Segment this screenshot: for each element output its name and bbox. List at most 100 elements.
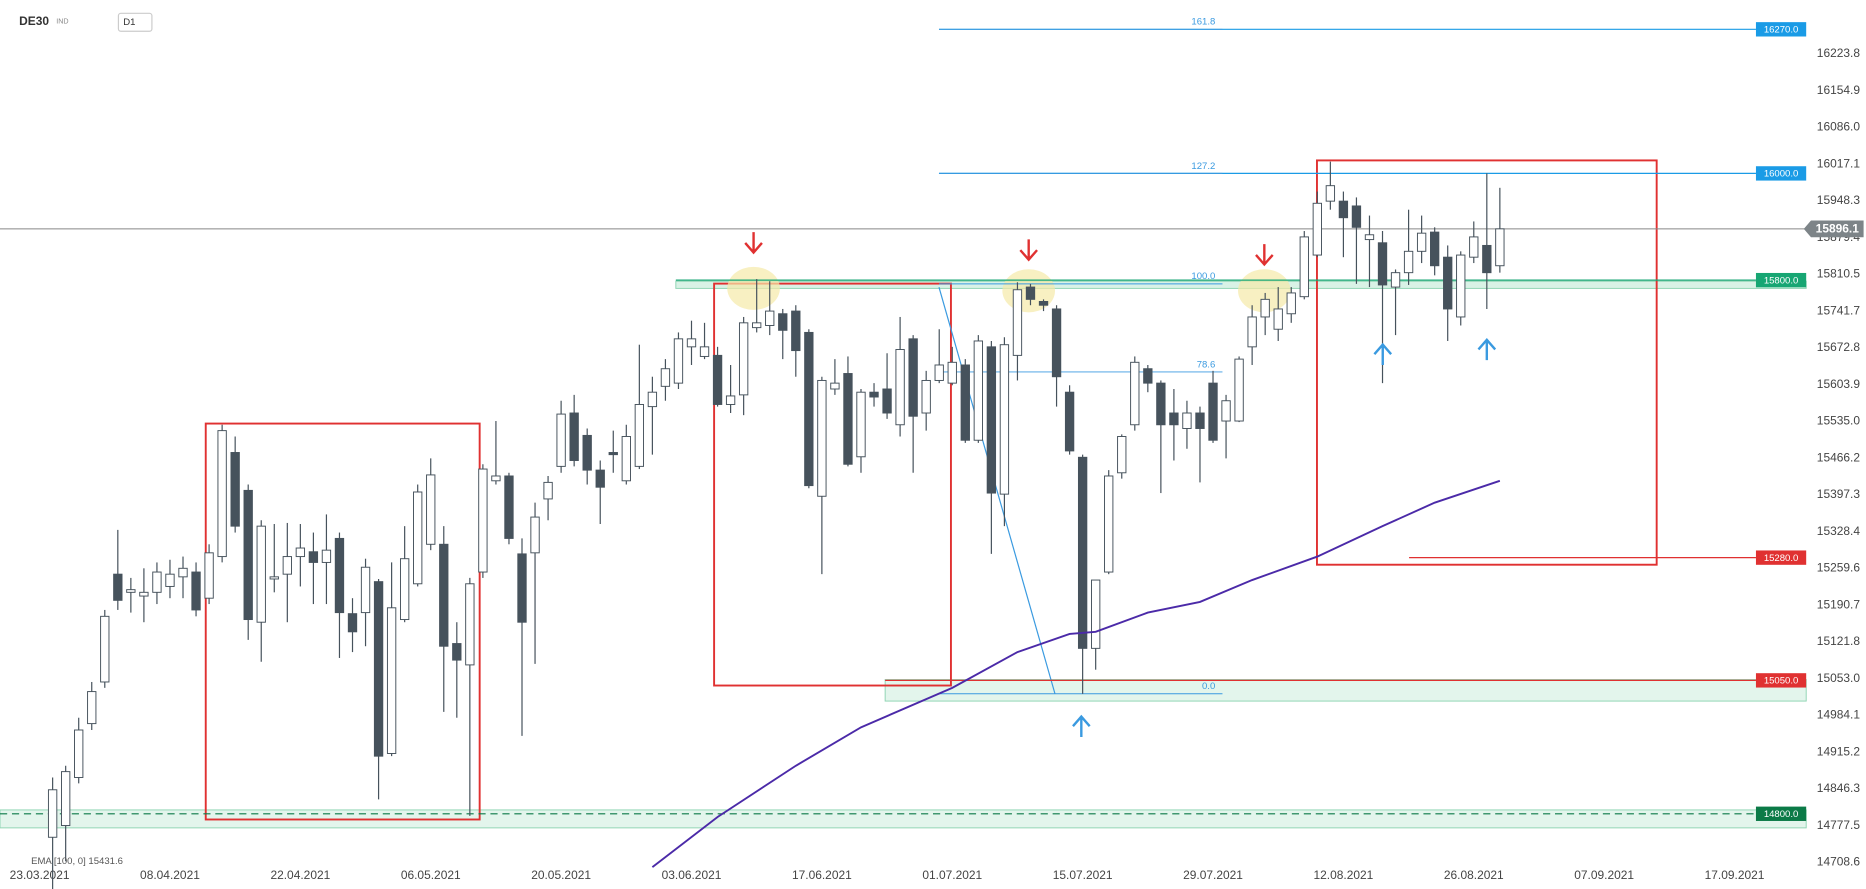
candle-body [139, 591, 149, 597]
fib-label: 78.6 [1197, 359, 1216, 370]
candle-body [1091, 579, 1101, 649]
candle-body [1351, 205, 1362, 228]
y-tick-label: 15810.5 [1817, 267, 1861, 281]
arrow-down [744, 232, 763, 255]
level-label: 16000.0 [1764, 169, 1799, 180]
candle-body [934, 364, 944, 381]
candle-body [217, 430, 227, 558]
last-price-tag [1803, 220, 1864, 238]
level-label: 16270.0 [1764, 24, 1799, 35]
timeframe-select[interactable] [117, 12, 153, 32]
candle-body [386, 607, 397, 754]
y-tick-label: 15466.2 [1817, 450, 1861, 464]
candle-body [152, 571, 162, 593]
candle-body [1025, 286, 1036, 300]
candle-body [1208, 382, 1218, 441]
candle-body [256, 525, 266, 623]
candle-body [178, 567, 188, 578]
candle-body [439, 543, 449, 647]
candle-body [373, 581, 384, 757]
candle-body [569, 412, 579, 461]
candle-body [1130, 361, 1140, 426]
arrow-down [1255, 244, 1274, 267]
candle-body [752, 322, 762, 329]
y-tick-label: 15259.6 [1817, 561, 1861, 575]
candle-body [113, 573, 123, 601]
y-tick-label: 15741.7 [1817, 303, 1861, 317]
candle-body [817, 379, 827, 497]
y-tick-label: 15603.9 [1817, 377, 1861, 391]
candle-body [960, 364, 970, 441]
x-tick-label: 06.05.2021 [401, 868, 461, 882]
y-tick-label: 15121.8 [1817, 634, 1861, 648]
candle-body [165, 573, 175, 587]
y-tick-label: 15397.3 [1817, 487, 1861, 501]
fib-label: 100.0 [1191, 271, 1215, 282]
candle-body [1182, 412, 1192, 429]
candle-body [426, 474, 436, 545]
candle-body [921, 379, 931, 414]
candle-body [582, 434, 592, 471]
y-tick-label: 15053.0 [1817, 671, 1861, 685]
x-tick-label: 22.04.2021 [270, 868, 330, 882]
arrows [744, 232, 1497, 737]
candle-body [1064, 391, 1075, 452]
x-tick-label: 12.08.2021 [1313, 868, 1373, 882]
fib-label: 0.0 [1202, 681, 1215, 692]
candle-body [1495, 228, 1505, 267]
level-label: 15800.0 [1764, 275, 1799, 286]
candle-body [1299, 236, 1309, 298]
candle-body [334, 537, 345, 614]
level-label: 15280.0 [1764, 553, 1799, 564]
y-tick-label: 14708.6 [1817, 855, 1861, 869]
y-tick-label: 15328.4 [1817, 524, 1861, 538]
candle-body [100, 615, 110, 683]
candle-body [699, 346, 710, 357]
candle-body [869, 391, 879, 398]
candle-body [1482, 244, 1492, 274]
candle-body [543, 481, 553, 500]
candle-body [843, 373, 853, 465]
candle-body [87, 691, 97, 725]
candle-body [1038, 301, 1049, 306]
candle-body [204, 552, 214, 599]
candle-body [347, 613, 358, 633]
candle-body [1012, 289, 1023, 356]
x-tick-label: 20.05.2021 [531, 868, 591, 882]
candle-body [1390, 272, 1401, 288]
candle-body [1247, 316, 1257, 348]
y-tick-label: 15672.8 [1817, 340, 1861, 354]
candle-body [295, 547, 306, 558]
candle-body [47, 789, 58, 838]
last-price-label: 15896.1 [1816, 222, 1860, 236]
candle-body [1104, 475, 1114, 573]
candle-body [634, 403, 645, 467]
y-tick-label: 15535.0 [1817, 414, 1861, 428]
candle-body [1456, 254, 1466, 318]
candle-body [660, 368, 671, 387]
candle-body [999, 344, 1010, 495]
candle-body [856, 391, 866, 458]
candle-body [478, 468, 488, 573]
x-tick-label: 07.09.2021 [1574, 868, 1634, 882]
candle-body [504, 475, 514, 539]
ema-label: EMA [100, 0] 15431.6 [31, 856, 123, 867]
candle-body [1403, 250, 1414, 274]
x-tick-label: 03.06.2021 [662, 868, 722, 882]
candle-body [804, 331, 814, 487]
y-tick-label: 14846.3 [1817, 781, 1861, 795]
candle-body [830, 382, 840, 390]
candle-body [791, 310, 801, 352]
fib-label: 161.8 [1191, 17, 1215, 28]
candle-body [673, 338, 684, 384]
x-tick-label: 17.06.2021 [792, 868, 852, 882]
y-tick-label: 15948.3 [1817, 193, 1861, 207]
candle-body [778, 313, 788, 331]
candle-body [1273, 308, 1283, 330]
candle-body [712, 354, 723, 405]
symbol: DE30 [19, 14, 49, 28]
candle-body [1221, 400, 1231, 422]
candle-body [1377, 242, 1388, 286]
